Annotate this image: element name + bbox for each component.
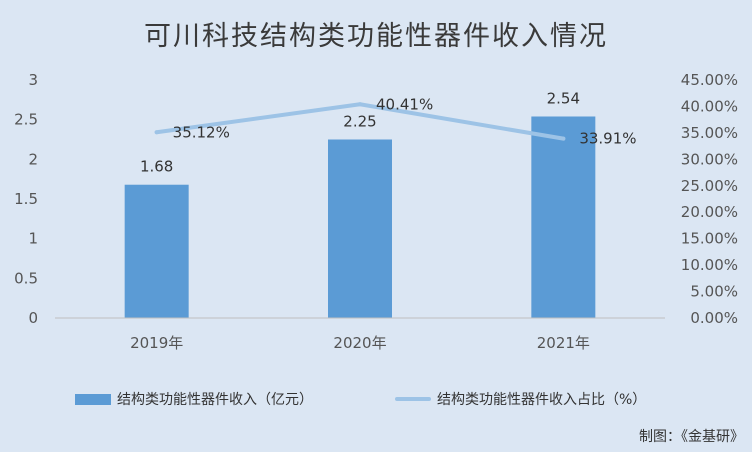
right-axis-tick-label: 20.00%: [681, 203, 738, 221]
left-axis-tick-label: 2: [28, 150, 38, 168]
legend-line-swatch: [395, 397, 431, 401]
legend-label-revenue: 结构类功能性器件收入（亿元）: [117, 392, 313, 408]
ratio-point-label: 33.91%: [579, 130, 636, 148]
x-axis-tick-label: 2021年: [537, 334, 590, 352]
right-axis-tick-label: 25.00%: [681, 177, 738, 195]
legend-item-ratio: 结构类功能性器件收入占比（%）: [395, 389, 646, 409]
left-axis-tick-label: 0.5: [14, 269, 38, 287]
left-axis-tick-label: 3: [28, 71, 38, 89]
right-axis-tick-label: 0.00%: [690, 309, 738, 327]
ratio-point-label: 35.12%: [173, 123, 230, 141]
revenue-bar: [531, 116, 596, 318]
right-axis-tick-label: 5.00%: [690, 283, 738, 301]
x-axis-tick-label: 2020年: [333, 334, 386, 352]
right-axis-tick-label: 30.00%: [681, 150, 738, 168]
ratio-point: [154, 130, 159, 135]
right-axis-tick-label: 15.00%: [681, 230, 738, 248]
legend: 结构类功能性器件收入（亿元） 结构类功能性器件收入占比（%）: [0, 389, 752, 413]
source-note: 制图：《金基研》: [639, 429, 744, 445]
left-axis-tick-label: 1: [28, 230, 38, 248]
left-axis-tick-label: 0: [28, 309, 38, 327]
revenue-bar: [124, 184, 189, 318]
revenue-bar-label: 1.68: [140, 158, 173, 176]
right-axis-tick-label: 45.00%: [681, 71, 738, 89]
legend-item-revenue: 结构类功能性器件收入（亿元）: [75, 389, 313, 409]
ratio-point: [358, 102, 362, 107]
revenue-bar-label: 2.54: [547, 89, 580, 107]
ratio-point: [561, 136, 566, 141]
right-axis-tick-label: 10.00%: [681, 256, 738, 274]
ratio-point-label: 40.41%: [376, 95, 433, 113]
revenue-bar-label: 2.25: [343, 113, 376, 131]
x-axis-tick-label: 2019年: [130, 334, 183, 352]
right-axis-tick-label: 40.00%: [681, 97, 738, 115]
revenue-bar: [328, 139, 392, 318]
legend-bar-swatch: [75, 393, 111, 405]
chart-title: 可川科技结构类功能性器件收入情况: [144, 21, 608, 52]
legend-label-ratio: 结构类功能性器件收入占比（%）: [437, 392, 647, 408]
left-axis-tick-label: 2.5: [14, 111, 38, 129]
left-axis-tick-label: 1.5: [14, 190, 38, 208]
right-axis-tick-label: 35.00%: [681, 124, 738, 142]
